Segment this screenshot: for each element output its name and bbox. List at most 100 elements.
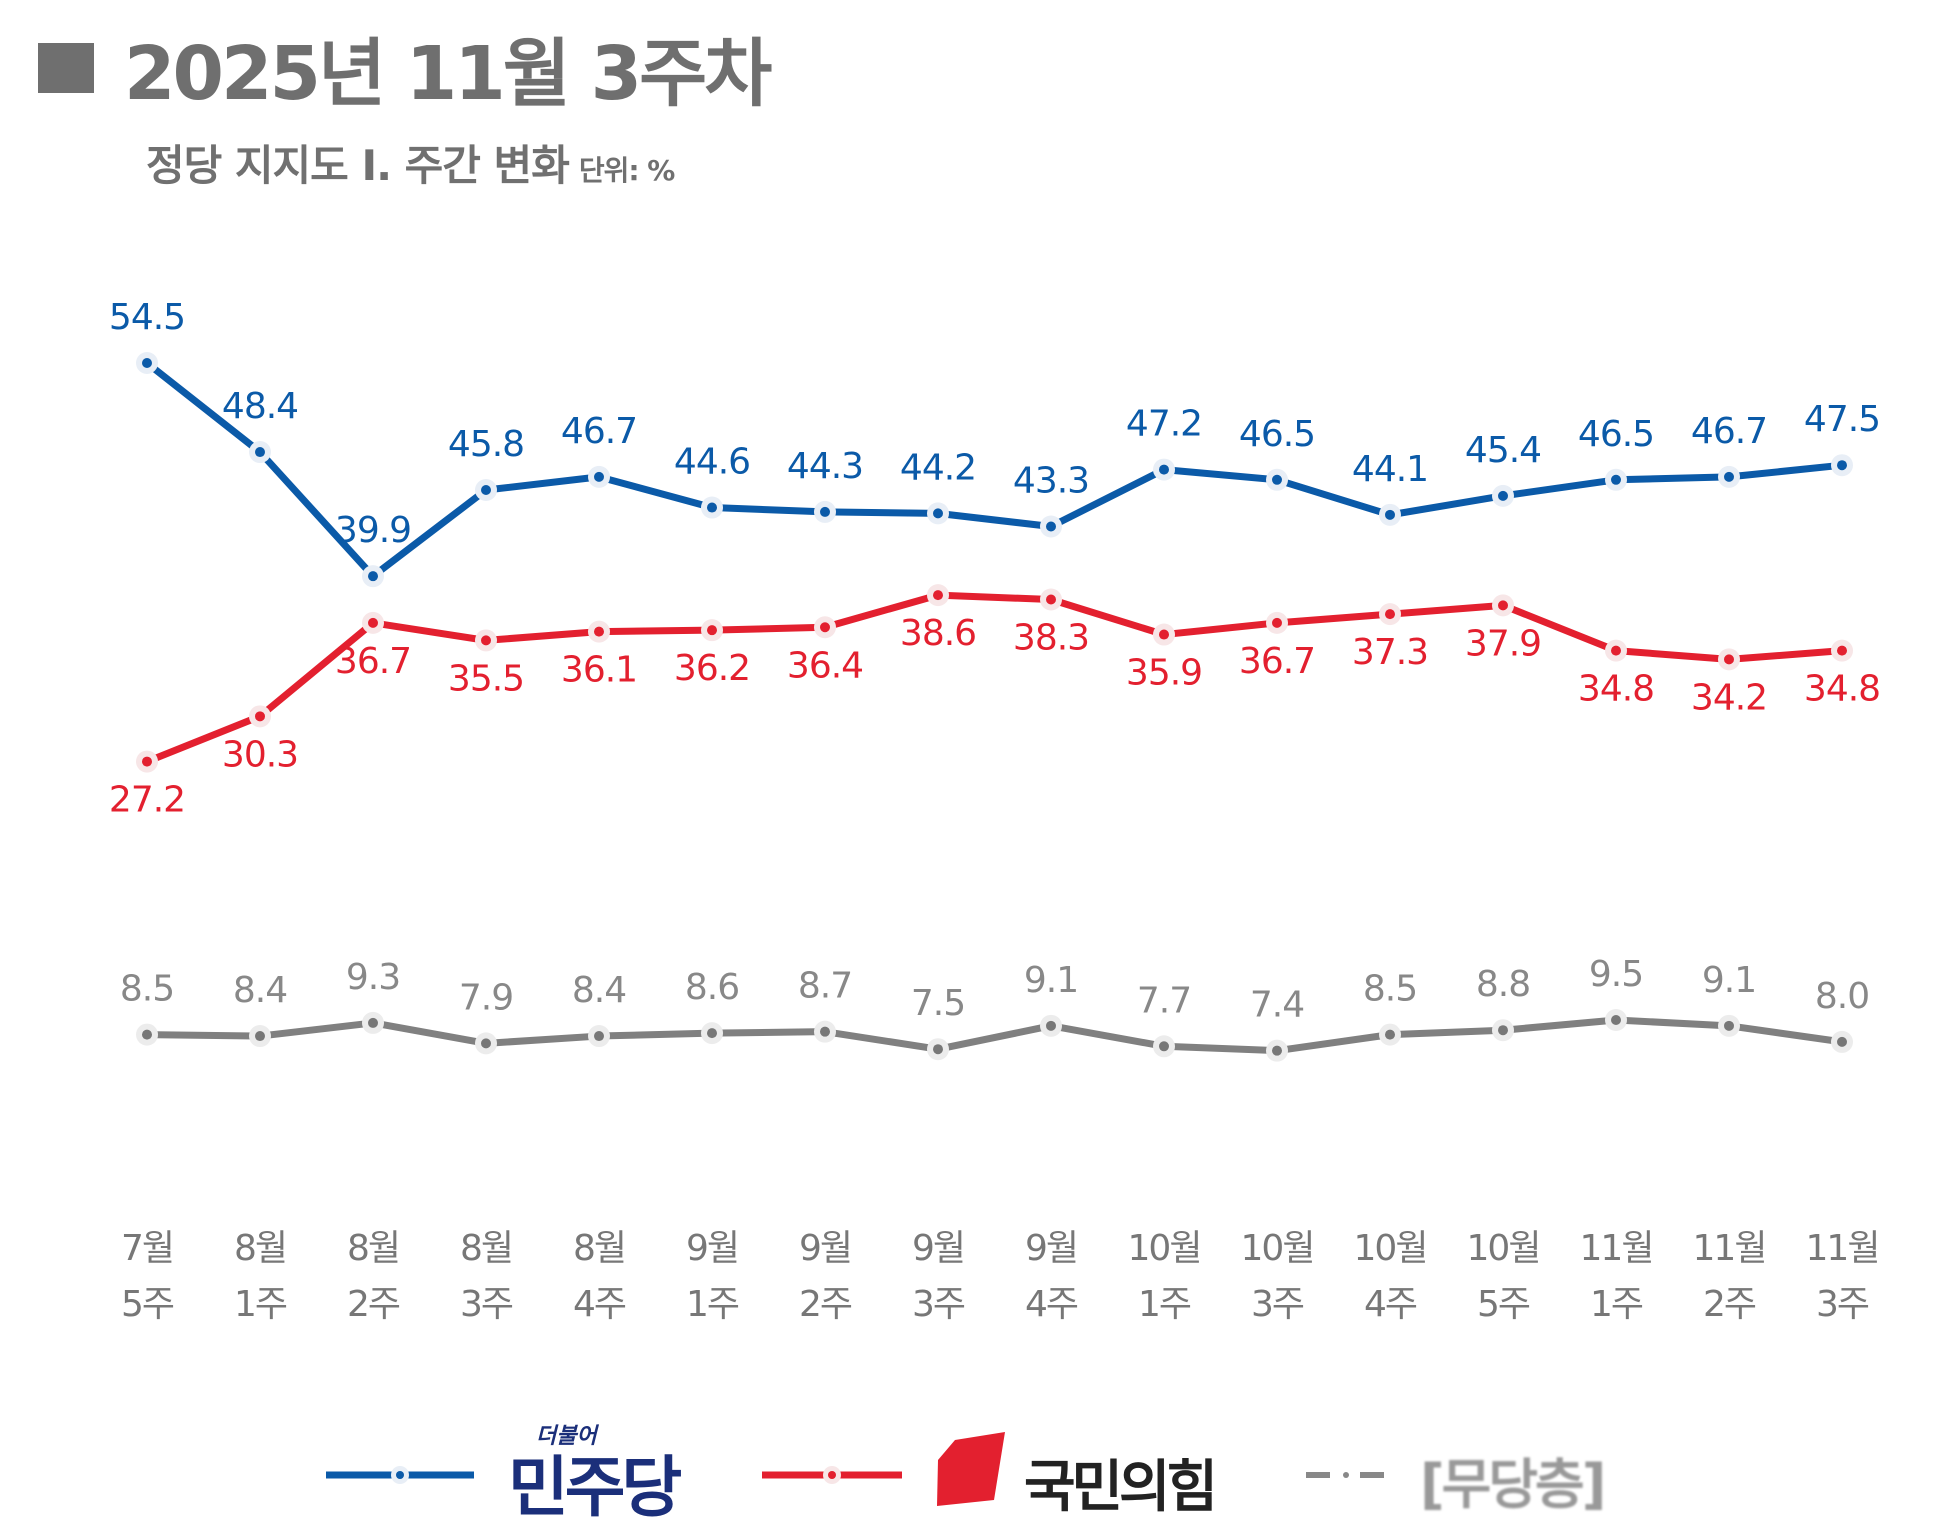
data-label: 9.5	[1589, 954, 1643, 995]
data-point	[820, 1026, 830, 1037]
x-tick-label-week: 2주	[1703, 1284, 1756, 1325]
chart-title: 2025년 11월 3주차	[38, 14, 772, 121]
legend-dem-marker	[326, 1466, 474, 1484]
legend-dem-label: 민주당	[508, 1449, 682, 1526]
data-label: 30.3	[222, 734, 298, 775]
data-point	[1724, 654, 1734, 665]
x-tick-label-week: 4주	[573, 1284, 626, 1325]
series-line-1	[144, 360, 1843, 580]
x-tick-label-month: 11월	[1693, 1228, 1766, 1269]
data-label: 38.3	[1013, 618, 1089, 659]
data-label: 44.1	[1352, 449, 1428, 490]
x-tick-label-week: 5주	[1477, 1284, 1530, 1325]
data-label: 7.4	[1250, 985, 1304, 1026]
x-tick-label-month: 8월	[234, 1228, 286, 1269]
x-tick-label-week: 1주	[1138, 1284, 1191, 1325]
x-tick-label-week: 1주	[1590, 1284, 1643, 1325]
x-tick-label-week: 2주	[799, 1284, 852, 1325]
unit-label: 단위: %	[578, 154, 676, 187]
data-label: 8.7	[798, 966, 852, 1007]
x-tick-label-month: 10월	[1354, 1228, 1427, 1269]
ppp-logo-icon	[937, 1432, 1005, 1506]
data-label: 44.3	[787, 446, 863, 487]
data-label: 46.7	[561, 411, 637, 452]
line-chart: 54.5 48.4 39.9 45.8 46.7 44.6 44.3 44.2 43.3 47.2…	[109, 297, 1881, 1325]
data-point	[1498, 490, 1508, 501]
legend-none-label: [무당층]	[1420, 1453, 1606, 1516]
data-point	[481, 635, 491, 646]
x-tick-label-week: 2주	[347, 1284, 400, 1325]
data-point	[481, 1038, 491, 1049]
data-point	[255, 447, 265, 458]
x-tick-label-month: 9월	[799, 1228, 851, 1269]
data-point	[707, 502, 717, 513]
x-tick-label-month: 11월	[1580, 1228, 1653, 1269]
x-tick-label-week: 3주	[460, 1284, 513, 1325]
data-point	[1498, 1025, 1508, 1036]
data-point	[142, 358, 152, 368]
data-label: 39.9	[335, 510, 411, 551]
data-label: 8.0	[1815, 976, 1869, 1017]
legend-ppp-label: 국민의힘	[1024, 1455, 1218, 1520]
data-point	[707, 1028, 717, 1039]
data-label: 46.5	[1239, 414, 1315, 455]
data-point	[142, 1029, 152, 1040]
data-label: 45.8	[448, 424, 524, 465]
data-label: 36.1	[561, 650, 637, 691]
data-label: 27.2	[109, 780, 185, 821]
data-point	[255, 711, 265, 722]
legend-dem-small: 더불어	[536, 1424, 597, 1449]
data-point	[368, 1017, 378, 1028]
data-label: 44.2	[900, 447, 976, 488]
data-label: 7.7	[1137, 980, 1191, 1021]
data-label: 36.4	[787, 645, 863, 686]
data-point	[594, 626, 604, 637]
data-label: 36.7	[335, 641, 411, 682]
data-label: 44.6	[674, 442, 750, 483]
data-point	[481, 485, 491, 496]
data-label: 34.8	[1578, 669, 1654, 710]
x-tick-label-month: 10월	[1241, 1228, 1314, 1269]
legend-ppp-marker	[762, 1432, 1005, 1506]
data-point	[1159, 629, 1169, 640]
data-point	[1385, 609, 1395, 620]
data-label: 35.5	[448, 658, 524, 699]
data-point	[1159, 464, 1169, 475]
data-label: 8.4	[233, 970, 287, 1011]
data-point	[1046, 594, 1056, 605]
data-point	[933, 590, 943, 601]
data-point	[1385, 1029, 1395, 1040]
data-label: 54.5	[109, 297, 185, 338]
data-label: 35.9	[1126, 653, 1202, 694]
data-label: 9.3	[346, 957, 400, 998]
data-label: 8.5	[120, 969, 174, 1010]
x-tick-label-month: 9월	[1025, 1228, 1077, 1269]
x-tick-label-week: 5주	[121, 1284, 174, 1325]
data-label: 43.3	[1013, 461, 1089, 502]
x-tick-label-month: 7월	[121, 1228, 173, 1269]
data-point	[1724, 1020, 1734, 1031]
data-label: 8.8	[1476, 964, 1530, 1005]
x-tick-label-month: 9월	[686, 1228, 738, 1269]
data-point	[1272, 617, 1282, 628]
x-tick-label-week: 1주	[686, 1284, 739, 1325]
x-tick-label-month: 10월	[1467, 1228, 1540, 1269]
series-line-3	[146, 1016, 1843, 1055]
data-point	[142, 756, 152, 767]
title-square-icon	[38, 42, 94, 93]
x-tick-label-month: 10월	[1128, 1228, 1201, 1269]
data-label: 9.1	[1702, 960, 1756, 1001]
x-tick-label-month: 8월	[347, 1228, 399, 1269]
subtitle-text: 정당 지지도 Ⅰ. 주간 변화	[146, 141, 570, 190]
data-label: 7.9	[459, 977, 513, 1018]
data-point	[1046, 1020, 1056, 1031]
data-point	[707, 625, 717, 636]
data-label: 37.9	[1465, 623, 1541, 664]
data-label: 37.3	[1352, 632, 1428, 673]
data-label: 7.5	[911, 983, 965, 1024]
data-point	[1837, 1036, 1847, 1047]
x-tick-label-month: 11월	[1806, 1228, 1879, 1269]
data-label: 48.4	[222, 386, 298, 427]
x-tick-label-month: 9월	[912, 1228, 964, 1269]
data-label: 38.6	[900, 613, 976, 654]
